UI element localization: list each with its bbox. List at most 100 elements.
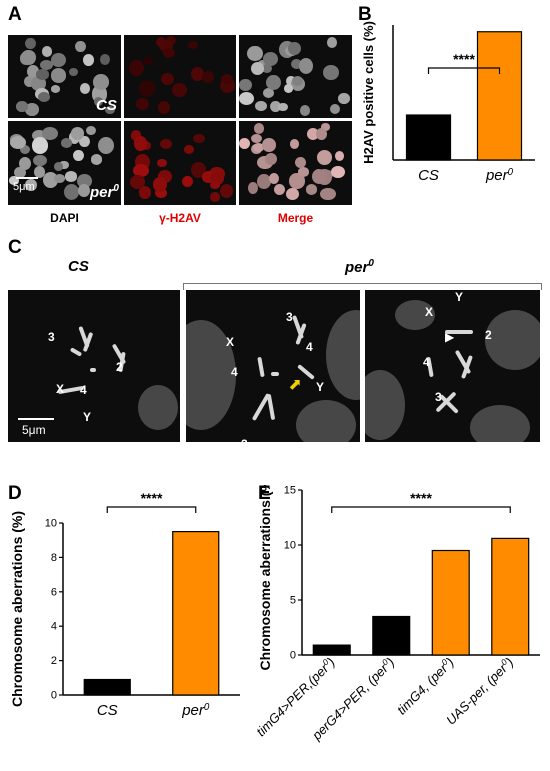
nucleus	[162, 47, 176, 59]
nucleus	[50, 68, 67, 83]
nucleus	[330, 165, 346, 179]
nucleus	[201, 171, 216, 183]
nucleus	[24, 103, 39, 116]
nucleus	[191, 67, 204, 82]
nucleus	[68, 67, 78, 76]
nucleus	[288, 41, 302, 55]
nucleus	[72, 150, 84, 162]
nucleus	[129, 174, 146, 189]
y-tick-label: 0	[51, 690, 57, 702]
nucleus	[247, 182, 258, 194]
nucleus	[184, 145, 195, 154]
nucleus	[42, 126, 58, 140]
nucleus	[138, 80, 155, 97]
significance-bracket	[331, 506, 511, 513]
y-tick-label: 8	[51, 552, 57, 564]
significance-bracket	[427, 67, 501, 74]
nucleus	[24, 75, 35, 87]
nucleus	[286, 75, 296, 86]
micro-per0-dapi	[8, 121, 121, 205]
chromosome-label: 4	[231, 365, 238, 379]
nucleus	[239, 78, 252, 91]
interphase-nucleus	[296, 400, 356, 442]
chromosome-label: Y	[83, 410, 92, 424]
bar	[491, 537, 530, 656]
label-c-cs: CS	[68, 258, 89, 275]
nucleus	[278, 102, 288, 111]
chromosome-label: 4	[80, 383, 87, 397]
nucleus	[34, 166, 45, 178]
nucleus	[33, 154, 47, 166]
significance-bracket	[106, 506, 197, 513]
x-tick-label: per0	[181, 702, 210, 720]
nucleus	[143, 57, 153, 66]
interphase-nucleus	[470, 405, 530, 442]
nucleus	[129, 60, 145, 76]
scale-bar-a	[16, 177, 38, 179]
micro-cs-h2av	[124, 35, 236, 118]
micro-cs-dapi	[8, 35, 121, 118]
row-label-cs: CS	[96, 97, 117, 114]
nucleus	[50, 84, 61, 93]
bar	[372, 615, 411, 656]
micro-per0-merge	[239, 121, 352, 205]
panel-label-c: C	[8, 237, 22, 258]
nucleus	[221, 74, 234, 85]
chart-b: CS per0 H2AV positive cells (%) ****	[361, 21, 535, 185]
nucleus	[152, 177, 168, 192]
x-tick-label: per0	[485, 167, 514, 185]
y-tick-label: 4	[51, 621, 57, 633]
nucleus	[299, 58, 314, 74]
nucleus	[19, 145, 30, 155]
micro-c-cs: 5μm 3 2 4 X Y	[8, 290, 180, 442]
bar	[431, 549, 470, 656]
nucleus	[253, 142, 265, 153]
chromosome-label: Y	[455, 290, 464, 304]
panel-label-b: B	[358, 4, 372, 25]
y-axis-label: Chromosome aberrations (%)	[9, 511, 25, 707]
y-tick-label: 10	[284, 540, 296, 552]
nucleus	[70, 127, 85, 140]
nucleus	[21, 50, 36, 66]
chromosome-label: 3	[435, 390, 442, 404]
nucleus	[297, 167, 310, 178]
nucleus	[155, 187, 167, 199]
nucleus	[60, 138, 73, 148]
nucleus	[283, 84, 294, 93]
nucleus	[104, 105, 115, 114]
micro-c-per0-1: X 3 4 4 Y 2 ⬆	[186, 290, 360, 442]
chromosome-label: 2	[116, 360, 123, 374]
chromosome	[69, 347, 83, 357]
nucleus	[202, 70, 215, 84]
nucleus	[250, 134, 263, 144]
nucleus	[38, 91, 50, 102]
nucleus	[262, 87, 274, 98]
nucleus	[247, 46, 263, 62]
y-tick-label: 2	[51, 655, 57, 667]
nucleus	[294, 156, 306, 168]
label-c-per0: per0	[345, 258, 374, 276]
nucleus	[270, 100, 281, 112]
nucleus	[329, 103, 341, 115]
nucleus	[251, 62, 265, 76]
nucleus	[292, 75, 304, 86]
y-tick-label: 5	[290, 595, 296, 607]
nucleus	[92, 74, 109, 90]
nucleus	[262, 138, 277, 152]
nucleus	[320, 187, 336, 201]
nucleus	[10, 136, 27, 150]
nucleus	[255, 100, 267, 112]
nucleus	[210, 192, 220, 202]
interphase-nucleus	[365, 370, 405, 440]
channel-label-dapi: DAPI	[50, 211, 79, 225]
bracket-c-per0	[183, 283, 542, 290]
panel-label-e: E	[258, 483, 271, 504]
nucleus	[63, 184, 79, 200]
panel-a-grid: CS per0 5μm	[8, 35, 352, 205]
nucleus	[130, 130, 142, 141]
nucleus	[9, 176, 19, 185]
nucleus	[305, 184, 318, 196]
chromosome-label: 4	[423, 355, 430, 369]
nucleus	[18, 156, 31, 171]
